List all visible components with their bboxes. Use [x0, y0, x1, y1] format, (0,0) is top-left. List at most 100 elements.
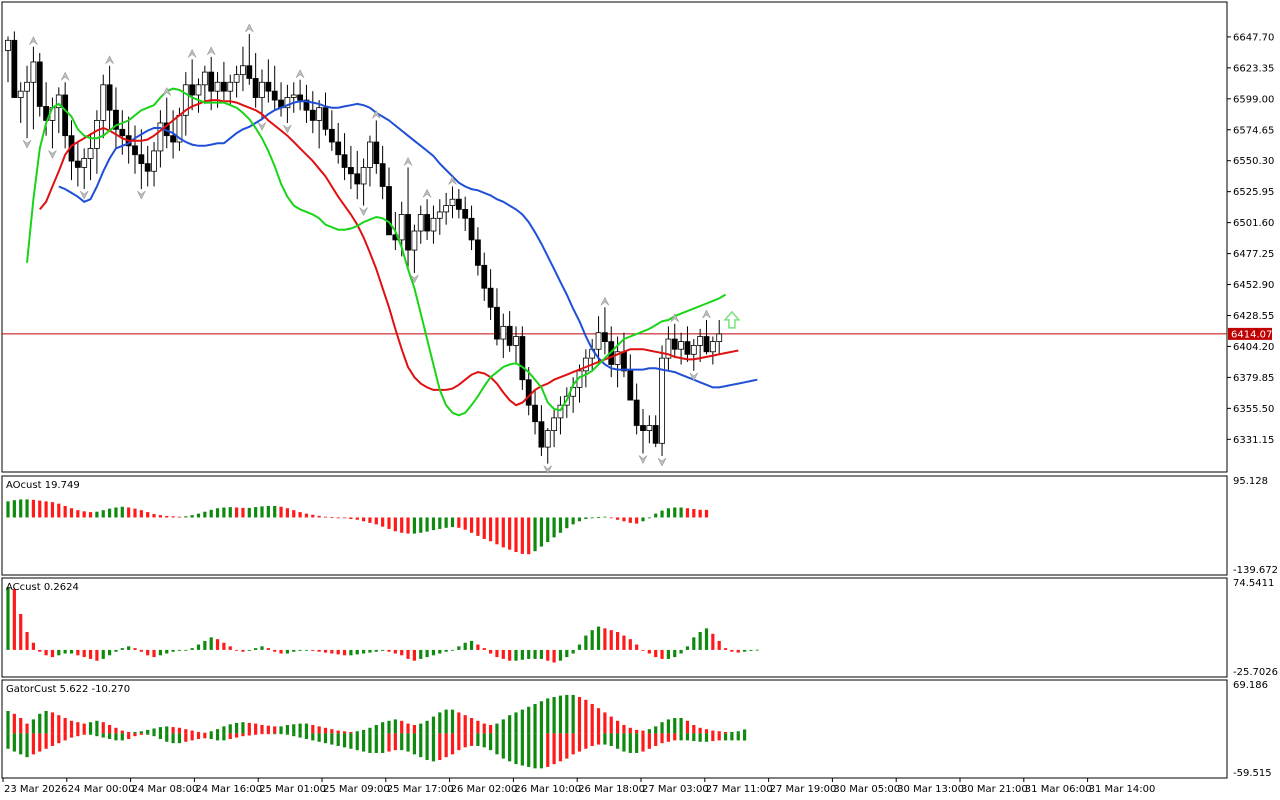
candle-body [519, 336, 526, 381]
histogram-bar [387, 649, 391, 652]
gator-upper-bar [444, 709, 448, 734]
gator-lower-bar [501, 733, 505, 759]
histogram-bar [450, 649, 455, 651]
gator-lower-bar [482, 733, 486, 748]
histogram-bar [685, 646, 690, 650]
gator-upper-bar [501, 719, 505, 734]
candle-body [544, 430, 551, 448]
histogram-bar [400, 517, 404, 533]
histogram-bar [609, 517, 613, 519]
gator-upper-bar [698, 727, 702, 734]
gator-lower-bar [393, 733, 397, 751]
gator-upper-bar [171, 727, 175, 734]
gator-upper-bar [527, 706, 531, 734]
gator-upper-bar [57, 715, 61, 734]
gator-lower-bar [419, 733, 423, 758]
histogram-bar [133, 648, 137, 650]
gator-upper-bar [273, 726, 277, 734]
gator-upper-bar [215, 729, 220, 734]
gator-upper-bar [374, 724, 378, 734]
gator-histogram [6, 694, 747, 769]
candle-body [240, 65, 246, 76]
gator-lower-bar [88, 733, 93, 735]
histogram-bar [603, 516, 607, 518]
histogram-bar [171, 516, 175, 518]
gator-lower-bar [692, 733, 696, 742]
histogram-bar [368, 517, 372, 523]
histogram-bar [12, 500, 16, 518]
histogram-bar [489, 649, 493, 654]
candle-body [474, 239, 481, 266]
gator-caption: GatorCust 5.622 -10.270 [6, 684, 130, 695]
gator-lower-bar [228, 733, 232, 739]
histogram-bar [63, 649, 67, 654]
price-plot-area[interactable] [2, 23, 1227, 475]
gator-lower-bar [469, 733, 474, 746]
histogram-bar [489, 517, 493, 542]
gator-lower-bar [25, 733, 29, 758]
gator-lower-bar [241, 733, 245, 737]
histogram-bar [292, 510, 296, 518]
histogram-bar [95, 511, 99, 518]
gator-lower-bar [698, 733, 702, 742]
gator-lower-bar [539, 733, 543, 769]
fractal-down-marker [283, 124, 292, 134]
histogram-bar [438, 649, 442, 654]
histogram-bar [673, 649, 677, 658]
histogram-bar [304, 513, 309, 518]
gator-lower-bar [552, 733, 556, 765]
gator-lower-bar [527, 733, 531, 767]
gator-upper-bar [723, 731, 728, 734]
gator-lower-bar [12, 733, 16, 752]
histogram-bar [431, 649, 436, 656]
histogram-bar [266, 648, 270, 650]
histogram-bar [419, 517, 423, 533]
histogram-bar [215, 508, 220, 518]
fractal-down-marker [657, 457, 667, 467]
histogram-bar [412, 517, 416, 534]
histogram-bar [717, 640, 721, 650]
gator-lower-bar [349, 733, 353, 749]
histogram-bar [120, 506, 124, 518]
candle-body [709, 341, 716, 353]
histogram-bar [596, 517, 601, 518]
fractal-down-marker [543, 465, 552, 475]
histogram-bar [406, 649, 410, 659]
gator-upper-bar [520, 709, 524, 734]
gator-upper-bar [730, 731, 734, 734]
gator-lower-bar [127, 733, 131, 739]
histogram-bar [616, 631, 620, 650]
candle-body [659, 357, 665, 444]
candle-body [468, 217, 475, 241]
gator-upper-bar [508, 715, 512, 734]
histogram-bar [514, 517, 518, 552]
histogram-bar [336, 649, 340, 655]
histogram-bar [520, 517, 524, 554]
candle-body [373, 141, 380, 165]
candle-body [500, 325, 507, 340]
histogram-bar [711, 633, 715, 650]
gator-upper-bar [165, 726, 169, 734]
gator-upper-bar [381, 722, 385, 734]
gator-upper-bar [457, 712, 461, 734]
histogram-bar [412, 649, 416, 661]
gator-upper-bar [463, 715, 467, 734]
gator-lower-bar [723, 733, 728, 741]
gator-lower-bar [152, 733, 156, 737]
gator-upper-bar [317, 726, 321, 734]
fractal-up-marker [295, 69, 305, 78]
candle-body [252, 78, 259, 98]
gator-lower-bar [520, 733, 524, 766]
fractal-up-marker [600, 296, 610, 306]
histogram-bar [82, 649, 86, 658]
histogram-bar [76, 510, 80, 518]
histogram-bar [679, 649, 683, 654]
gator-lower-bar [362, 733, 366, 752]
histogram-bar [590, 517, 594, 519]
histogram-bar [457, 646, 461, 650]
time-axis-label: 25 Mar 01:00 [259, 784, 326, 795]
histogram-bar [596, 626, 601, 650]
gator-upper-bar [571, 694, 575, 734]
gator-lower-bar [266, 733, 270, 735]
